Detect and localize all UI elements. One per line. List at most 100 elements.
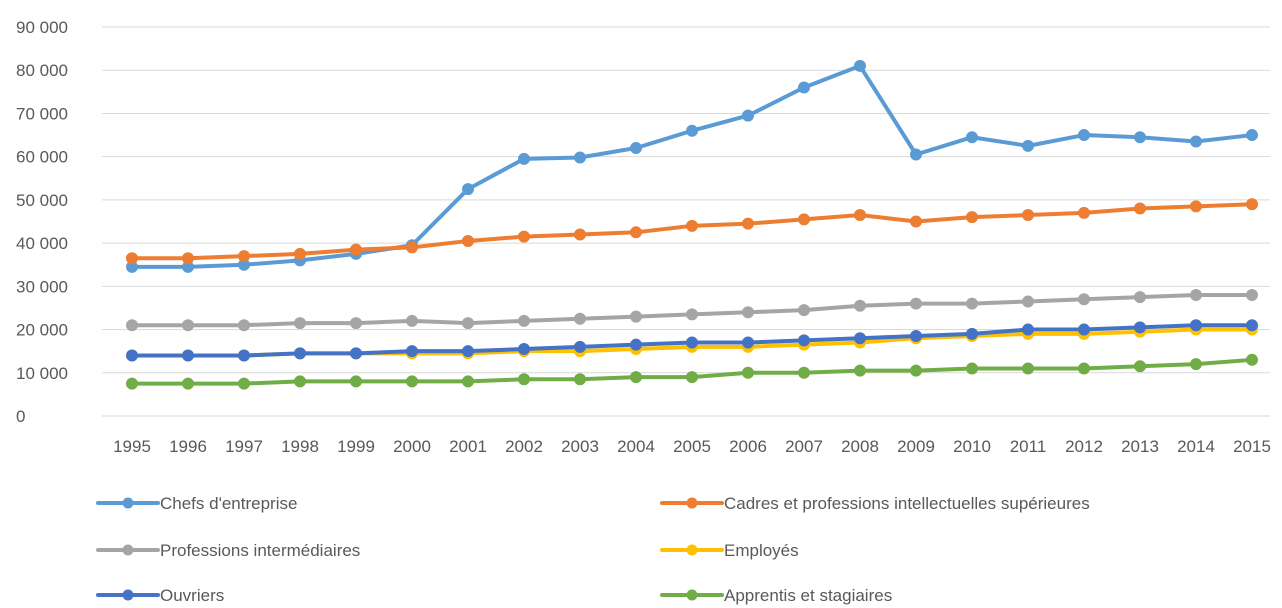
data-point xyxy=(574,228,586,241)
data-point xyxy=(294,317,306,330)
data-point xyxy=(966,297,978,310)
data-point xyxy=(126,377,138,390)
y-axis-tick-labels: 0 10 000 20 000 30 000 40 000 50 000 60 000 70 … xyxy=(16,18,68,426)
x-tick-label: 2008 xyxy=(841,437,879,456)
data-point xyxy=(686,371,698,384)
data-point xyxy=(126,319,138,332)
data-point xyxy=(1134,291,1146,304)
data-point xyxy=(686,308,698,321)
data-point xyxy=(126,349,138,362)
legend-swatch-marker xyxy=(686,544,698,556)
legend-label: Employés xyxy=(724,541,799,560)
data-point xyxy=(910,364,922,377)
data-point xyxy=(1134,202,1146,215)
gridlines xyxy=(102,26,1270,417)
data-point xyxy=(854,209,866,222)
legend: Chefs d'entreprise Cadres et professions … xyxy=(96,494,1090,605)
series-professions-intermediaires xyxy=(126,288,1258,332)
x-tick-label: 1995 xyxy=(113,437,151,456)
y-tick-label: 80 000 xyxy=(16,61,68,80)
data-point xyxy=(126,252,138,265)
x-tick-label: 2006 xyxy=(729,437,767,456)
legend-item-chefs-d-entreprise: Chefs d'entreprise xyxy=(96,494,297,513)
data-point xyxy=(1246,288,1258,301)
data-point xyxy=(574,373,586,386)
data-point xyxy=(518,230,530,243)
data-point xyxy=(238,349,250,362)
x-tick-label: 2003 xyxy=(561,437,599,456)
legend-label: Chefs d'entreprise xyxy=(160,494,297,513)
data-point xyxy=(350,375,362,388)
data-point xyxy=(294,347,306,360)
data-point xyxy=(1134,321,1146,334)
data-point xyxy=(238,377,250,390)
legend-swatch-marker xyxy=(686,589,698,601)
data-point xyxy=(910,148,922,161)
data-point xyxy=(798,366,810,379)
data-point xyxy=(798,304,810,317)
data-point xyxy=(462,345,474,358)
data-point xyxy=(1022,295,1034,308)
data-point xyxy=(1190,358,1202,371)
data-point xyxy=(854,332,866,345)
series-lines xyxy=(126,59,1258,390)
data-point xyxy=(1078,323,1090,336)
data-point xyxy=(574,312,586,325)
data-point xyxy=(1022,362,1034,375)
data-point xyxy=(182,252,194,265)
data-point xyxy=(294,247,306,260)
x-tick-label: 2009 xyxy=(897,437,935,456)
x-tick-label: 2002 xyxy=(505,437,543,456)
data-point xyxy=(1078,129,1090,142)
data-point xyxy=(798,213,810,226)
legend-swatch-marker xyxy=(122,589,134,601)
legend-label: Cadres et professions intellectuelles su… xyxy=(724,494,1090,513)
data-point xyxy=(742,366,754,379)
data-point xyxy=(1078,293,1090,306)
data-point xyxy=(742,217,754,230)
data-point xyxy=(294,375,306,388)
x-tick-label: 1998 xyxy=(281,437,319,456)
data-point xyxy=(742,336,754,349)
legend-label: Apprentis et stagiaires xyxy=(724,586,892,605)
y-tick-label: 0 xyxy=(16,407,25,426)
data-point xyxy=(966,327,978,340)
data-point xyxy=(182,319,194,332)
data-point xyxy=(406,241,418,254)
data-point xyxy=(910,215,922,228)
x-tick-label: 1999 xyxy=(337,437,375,456)
data-point xyxy=(1246,319,1258,332)
data-point xyxy=(518,343,530,356)
data-point xyxy=(462,183,474,196)
data-point xyxy=(518,373,530,386)
data-point xyxy=(854,364,866,377)
data-point xyxy=(854,299,866,312)
data-point xyxy=(462,375,474,388)
data-point xyxy=(1078,206,1090,219)
data-point xyxy=(686,336,698,349)
data-point xyxy=(966,362,978,375)
series-chefs-d-entreprise xyxy=(126,59,1258,273)
data-point xyxy=(574,340,586,353)
x-tick-label: 2000 xyxy=(393,437,431,456)
x-tick-label: 2004 xyxy=(617,437,655,456)
data-point xyxy=(686,124,698,137)
data-point xyxy=(630,226,642,239)
data-point xyxy=(1022,209,1034,222)
y-tick-label: 10 000 xyxy=(16,364,68,383)
data-point xyxy=(406,375,418,388)
legend-item-employes: Employés xyxy=(660,541,799,560)
data-point xyxy=(462,317,474,330)
data-point xyxy=(966,211,978,224)
data-point xyxy=(1190,288,1202,301)
data-point xyxy=(1134,131,1146,144)
legend-item-ouvriers: Ouvriers xyxy=(96,586,224,605)
data-point xyxy=(1190,319,1202,332)
data-point xyxy=(238,319,250,332)
legend-label: Professions intermédiaires xyxy=(160,541,360,560)
x-tick-label: 2011 xyxy=(1010,437,1047,456)
data-point xyxy=(518,314,530,327)
data-point xyxy=(1246,353,1258,366)
